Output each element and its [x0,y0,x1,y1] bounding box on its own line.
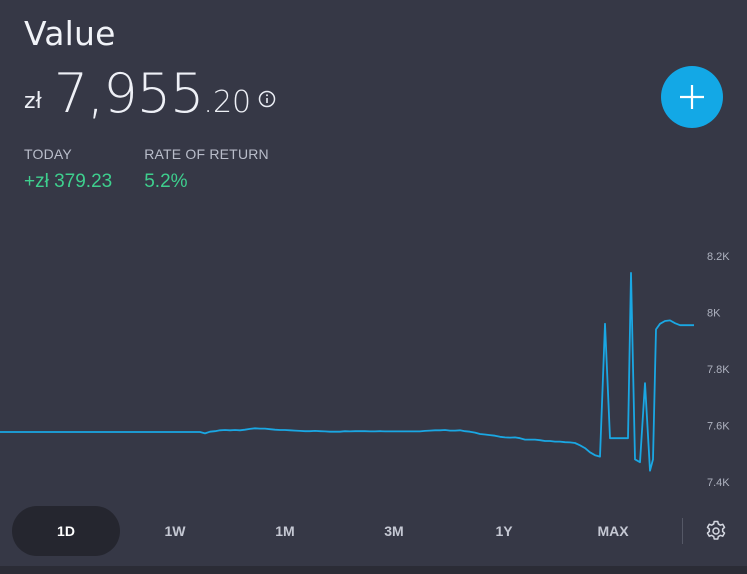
value-decimals: .20 [203,85,252,120]
portfolio-value: zł 7,955 .20 [24,62,276,125]
today-stat: TODAY +zł 379.23 [24,146,112,193]
plus-icon [680,85,704,109]
today-label: TODAY [24,146,72,162]
range-1y-button[interactable]: 1Y [450,506,558,556]
rate-of-return-value: 5.2% [144,171,188,192]
add-button[interactable] [661,66,723,128]
today-value: +zł 379.23 [24,171,113,192]
gear-icon[interactable] [704,519,728,543]
value-integer: 7,955 [53,62,205,125]
info-icon[interactable] [258,90,276,108]
range-1d-button[interactable]: 1D [12,506,120,556]
rate-of-return-stat: RATE OF RETURN 5.2% [144,146,269,193]
bottom-strip [0,566,747,574]
stats-row: TODAY +zł 379.23 RATE OF RETURN 5.2% [24,146,301,193]
y-tick-label: 7.8K [707,364,730,376]
range-3m-button[interactable]: 3M [340,506,448,556]
y-tick-label: 7.4K [707,477,730,489]
y-tick-label: 7.6K [707,421,730,433]
time-range-selector: 1D 1W 1M 3M 1Y MAX [0,506,747,556]
divider [682,518,683,544]
page-title: Value [24,14,116,53]
y-tick-label: 8.2K [707,251,730,263]
value-series-line [0,272,694,472]
currency-symbol: zł [24,89,42,114]
range-max-button[interactable]: MAX [559,506,667,556]
range-1m-button[interactable]: 1M [231,506,339,556]
y-tick-label: 8K [707,308,721,320]
range-1w-button[interactable]: 1W [121,506,229,556]
value-chart: 8.2K 8K 7.8K 7.6K 7.4K [0,251,730,489]
rate-of-return-label: RATE OF RETURN [144,146,269,162]
